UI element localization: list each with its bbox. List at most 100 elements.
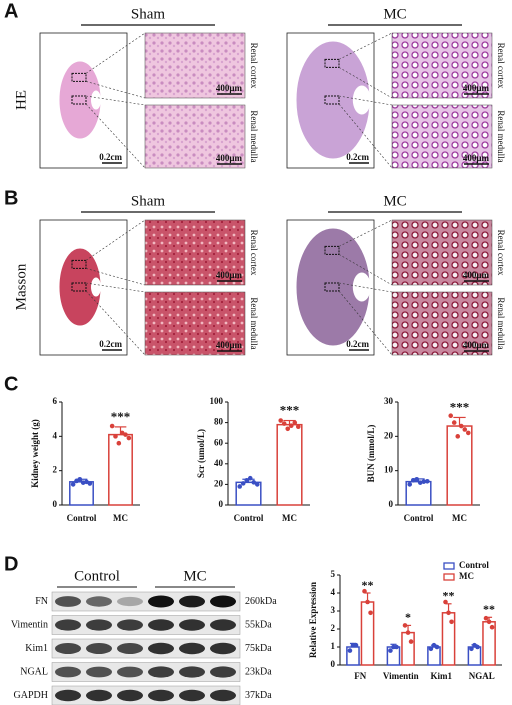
data-point — [455, 434, 461, 439]
zoom-line — [85, 282, 146, 293]
data-point — [295, 424, 301, 430]
blot-band — [148, 689, 174, 702]
scale-bar-label: 400μm — [216, 83, 243, 93]
blot-band — [148, 642, 174, 655]
protein-label: NGAL — [20, 666, 48, 677]
data-point — [469, 646, 474, 652]
zoom-line — [85, 103, 146, 169]
y-tick-label: 0 — [331, 659, 336, 669]
roi-box — [324, 282, 340, 292]
panel-label: D — [4, 553, 18, 575]
data-point — [428, 646, 434, 652]
data-point — [451, 420, 457, 425]
x-tick-label: NGAL — [469, 671, 495, 681]
data-point — [388, 648, 393, 653]
y-axis-label: Scr (umol/L) — [196, 429, 206, 478]
y-axis-label: Kidney weight (g) — [30, 419, 40, 488]
x-tick-label: Control — [404, 513, 434, 523]
data-point — [462, 427, 468, 432]
scale-bar-label: 0.2cm — [99, 152, 122, 162]
zoom-line — [85, 95, 146, 106]
data-point — [116, 440, 122, 446]
scale-bar-label: 0.2cm — [346, 152, 369, 162]
data-point — [486, 619, 492, 625]
data-point — [281, 421, 287, 426]
y-tick-label: 100 — [210, 396, 224, 406]
data-point — [237, 484, 243, 489]
data-point — [434, 644, 440, 650]
data-point — [240, 481, 246, 486]
x-tick-label: FN — [354, 671, 366, 681]
data-point — [109, 423, 115, 429]
region-label: Renal cortex — [249, 230, 259, 276]
data-point — [244, 477, 250, 483]
group-label: MC — [383, 6, 406, 22]
protein-label: Kim1 — [25, 643, 48, 654]
scale-bar-label: 400μm — [463, 153, 490, 163]
y-tick-label: 0 — [53, 499, 58, 509]
blot-band — [86, 596, 112, 607]
data-point — [414, 476, 420, 482]
blot-band — [55, 596, 81, 607]
scale-bar-label: 400μm — [463, 340, 490, 350]
legend-swatch — [443, 562, 455, 570]
size-label: 55kDa — [245, 619, 272, 630]
panel-label: C — [4, 373, 18, 395]
y-tick-label: 4 — [53, 430, 58, 440]
data-point — [483, 615, 489, 621]
data-point — [278, 418, 284, 423]
y-tick-label: 5 — [331, 569, 336, 579]
scale-bar-label: 400μm — [216, 153, 243, 163]
y-tick-label: 60 — [214, 437, 224, 447]
data-point — [362, 588, 367, 594]
y-tick-label: 2 — [53, 465, 58, 475]
blot-band — [210, 642, 236, 655]
x-tick-label: Vimentin — [383, 671, 419, 681]
legend-swatch — [443, 573, 455, 581]
significance: * — [405, 610, 411, 624]
blot-band — [117, 619, 143, 631]
blot-band — [55, 689, 81, 702]
blot-band — [86, 619, 112, 631]
bar — [446, 425, 473, 506]
protein-label: Vimentin — [11, 619, 48, 630]
significance: ** — [362, 578, 374, 592]
hilum — [352, 85, 371, 115]
roi-box — [71, 95, 87, 105]
bar — [108, 433, 133, 506]
data-point — [368, 610, 373, 616]
y-axis-label: Relative Expression — [308, 582, 318, 658]
blot-band — [210, 689, 236, 702]
data-point — [347, 648, 353, 653]
zoom-line — [338, 103, 393, 169]
scale-bar-label: 400μm — [216, 340, 243, 350]
blot-band — [179, 595, 205, 608]
zoom-image — [391, 291, 493, 356]
y-tick-label: 40 — [214, 458, 224, 468]
group-label: MC — [383, 193, 406, 209]
y-tick-label: 80 — [214, 417, 224, 427]
data-point — [123, 432, 128, 437]
group-label: Sham — [131, 6, 166, 22]
blot-band — [210, 619, 236, 631]
blot-band — [148, 619, 174, 631]
blot-band — [179, 689, 205, 702]
data-point — [87, 481, 93, 486]
stain-label: Masson — [13, 263, 29, 310]
zoom-image — [391, 219, 493, 286]
x-tick-label: MC — [282, 513, 297, 523]
data-point — [417, 480, 423, 485]
roi-box — [71, 259, 87, 269]
y-tick-label: 1 — [331, 641, 336, 651]
hilum — [91, 90, 101, 110]
blot-band — [86, 643, 112, 654]
zoom-line — [338, 290, 393, 356]
data-point — [449, 619, 454, 625]
hilum — [91, 277, 101, 297]
region-label: Renal medulla — [249, 297, 259, 349]
zoom-image — [144, 32, 246, 99]
data-point — [405, 630, 411, 635]
blot-band — [55, 619, 81, 631]
x-tick-label: MC — [452, 513, 467, 523]
